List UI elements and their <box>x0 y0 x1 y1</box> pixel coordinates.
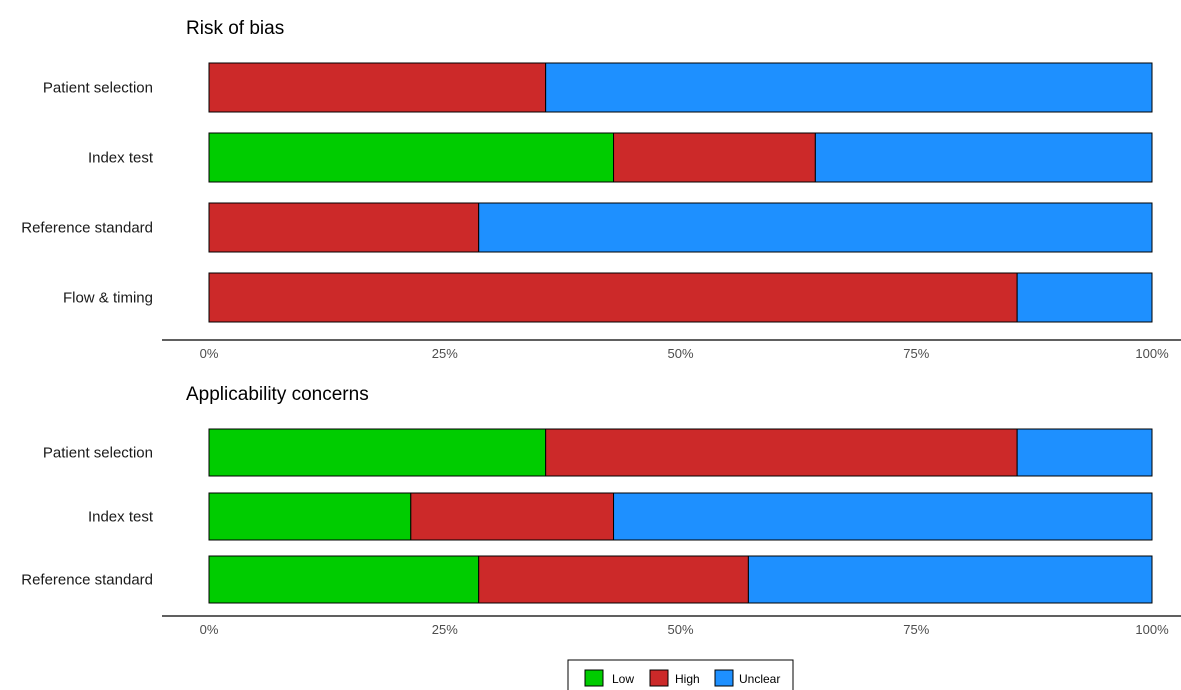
panel-1: Risk of bias Patient selection Index test R… <box>21 18 1181 361</box>
legend: Low High Unclear <box>567 659 794 690</box>
bar-segment-high <box>208 272 1018 323</box>
legend-box <box>567 659 794 690</box>
legend-key-low <box>584 669 604 687</box>
panel-title: Applicability concerns <box>186 384 369 405</box>
bar-segment-unclear <box>613 492 1153 541</box>
legend-label: High <box>675 672 700 686</box>
category-label: Flow & timing <box>63 290 153 307</box>
bar-segment-unclear <box>1016 428 1153 477</box>
category-label: Index test <box>88 509 154 526</box>
bar-segment-unclear <box>814 132 1153 183</box>
x-tick-label: 50% <box>667 346 693 361</box>
category-label: Reference standard <box>21 220 153 237</box>
bar-segment-high <box>545 428 1018 477</box>
bar-segment-high <box>208 62 547 113</box>
bar-segment-unclear <box>1016 272 1153 323</box>
category-label: Reference standard <box>21 572 153 589</box>
x-tick-label: 0% <box>200 622 219 637</box>
bar-segment-unclear <box>478 202 1153 253</box>
x-tick-label: 25% <box>432 346 458 361</box>
x-tick-label: 50% <box>667 622 693 637</box>
x-tick-label: 25% <box>432 622 458 637</box>
category-label: Index test <box>88 150 154 167</box>
bar-segment-high <box>410 492 615 541</box>
category-label: Patient selection <box>43 445 153 462</box>
bar-segment-unclear <box>747 555 1153 604</box>
bar-segment-low <box>208 492 412 541</box>
x-tick-label: 75% <box>903 622 929 637</box>
legend-key-unclear <box>714 669 734 687</box>
panel-2: Applicability concerns Patient selection I… <box>21 384 1181 637</box>
bar-segment-high <box>208 202 480 253</box>
panel-title: Risk of bias <box>186 18 284 39</box>
bar-segment-high <box>478 555 749 604</box>
x-tick-label: 0% <box>200 346 219 361</box>
legend-label: Unclear <box>739 672 780 686</box>
legend-key-high <box>649 669 669 687</box>
legend-label: Low <box>612 672 634 686</box>
bar-segment-unclear <box>545 62 1153 113</box>
bar-segment-high <box>613 132 816 183</box>
category-label: Patient selection <box>43 80 153 97</box>
x-tick-label: 100% <box>1135 622 1169 637</box>
bar-segment-low <box>208 428 547 477</box>
bar-segment-low <box>208 555 480 604</box>
x-tick-label: 100% <box>1135 346 1169 361</box>
x-tick-label: 75% <box>903 346 929 361</box>
bar-segment-low <box>208 132 615 183</box>
